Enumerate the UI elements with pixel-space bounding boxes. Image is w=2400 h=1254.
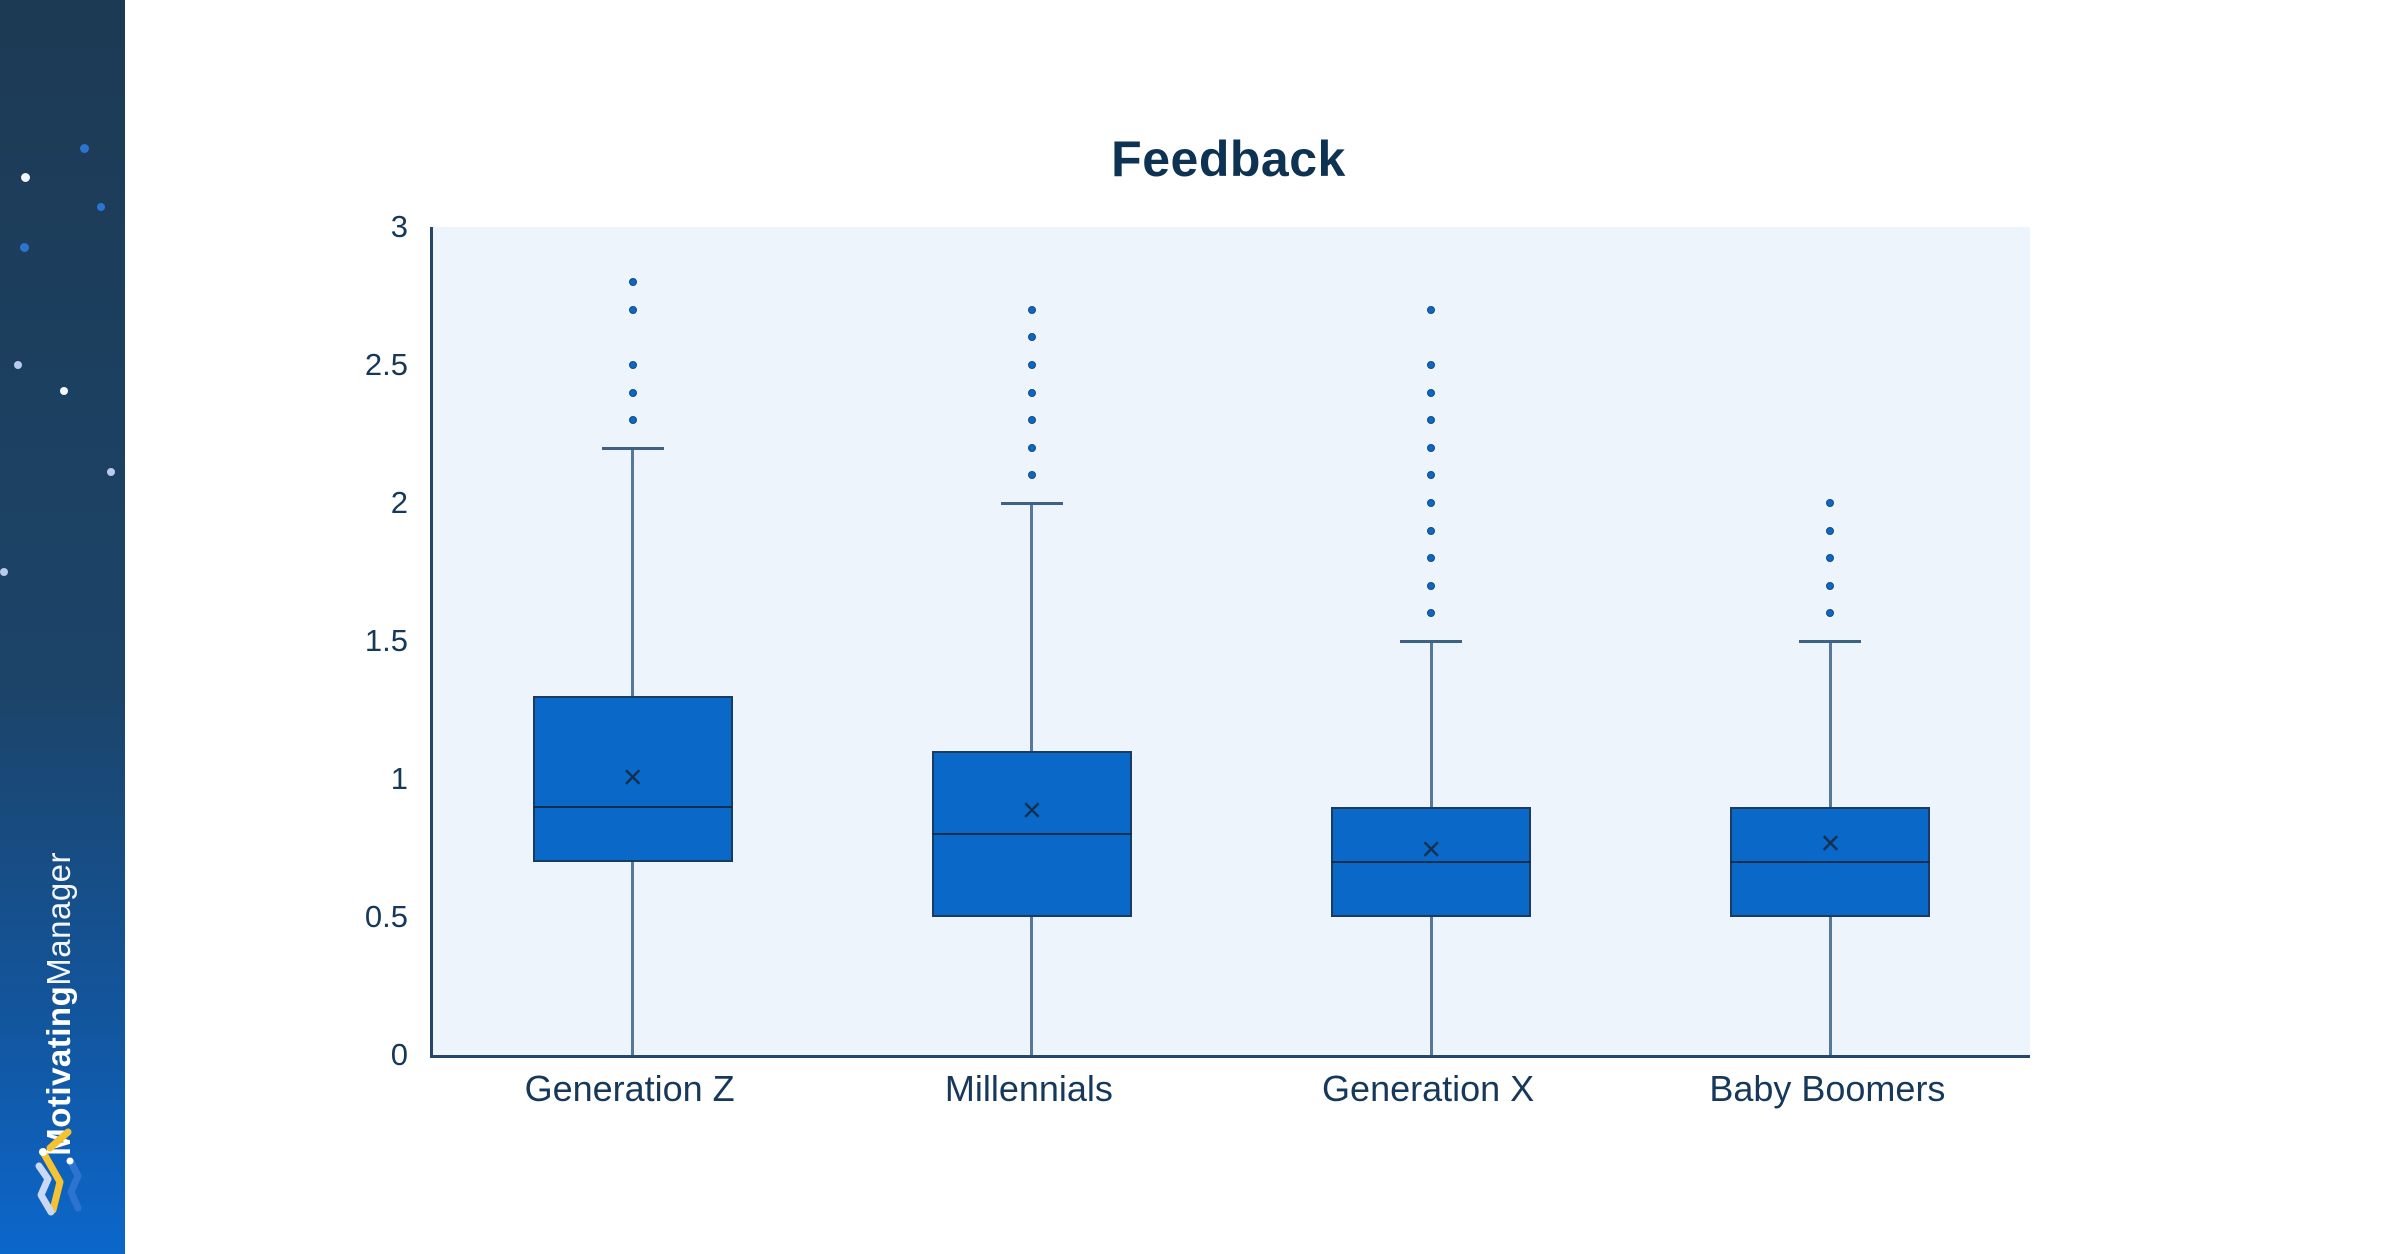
median-line xyxy=(1730,860,1931,863)
x-tick-label: Generation Z xyxy=(524,1068,735,1109)
outlier-dot xyxy=(1826,581,1835,590)
outlier-dot xyxy=(1427,305,1436,314)
outlier-dot xyxy=(628,388,637,397)
outlier-dot xyxy=(1427,361,1436,369)
logo-yellow-zigzag-stroke xyxy=(39,1148,64,1214)
outlier-dot xyxy=(1027,305,1036,314)
outlier-dot xyxy=(1427,388,1436,397)
x-axis-labels: Generation Z Millennials Generation X Baby … xyxy=(430,1068,2027,1128)
logo-blue-zigzag-stroke xyxy=(67,1158,82,1212)
outlier-dot xyxy=(1427,443,1436,452)
mean-marker: × xyxy=(1820,824,1841,863)
plot-area: × × × × xyxy=(430,227,2030,1058)
outlier-dot xyxy=(1427,581,1436,590)
y-tick-label: 1.5 xyxy=(364,623,408,658)
y-tick-label: 2.5 xyxy=(364,347,408,382)
box-rect xyxy=(532,696,733,862)
median-line xyxy=(931,833,1132,836)
brand-logo-icon xyxy=(35,1128,82,1216)
y-tick-label: 0 xyxy=(390,1037,408,1072)
x-tick-label: Baby Boomers xyxy=(1709,1068,1946,1109)
mean-marker: × xyxy=(622,758,643,797)
outlier-dot xyxy=(628,278,637,287)
outlier-dot xyxy=(1427,609,1436,618)
y-tick-label: 3 xyxy=(390,209,408,244)
y-tick-label: 0.5 xyxy=(364,899,408,934)
chart-title: Feedback xyxy=(1111,131,1346,187)
whisker-cap xyxy=(1799,640,1862,643)
outlier-dot xyxy=(1427,499,1436,507)
outlier-dot xyxy=(1427,526,1436,535)
sidebar-star-dot xyxy=(21,173,30,182)
mean-marker: × xyxy=(1021,791,1042,830)
logo-white-dot-2 xyxy=(66,1157,74,1165)
outlier-dot xyxy=(1027,416,1036,425)
logo-lavender-zigzag-stroke xyxy=(35,1162,55,1216)
sidebar-star-dot xyxy=(107,468,115,476)
median-line xyxy=(1331,860,1532,863)
outlier-dot xyxy=(1027,471,1036,480)
logo-yellow-upper-stroke xyxy=(46,1128,72,1152)
outlier-dot xyxy=(1427,554,1436,563)
outlier-dot xyxy=(1826,554,1835,563)
median-line xyxy=(532,805,733,808)
outlier-dot xyxy=(628,305,637,314)
outlier-dot xyxy=(1027,333,1036,342)
sidebar-star-dot xyxy=(0,568,8,576)
outlier-dot xyxy=(1427,471,1436,480)
outlier-dot xyxy=(1826,609,1835,618)
sidebar-star-dot xyxy=(20,243,29,252)
mean-marker: × xyxy=(1421,830,1442,869)
x-tick-label: Millennials xyxy=(944,1068,1113,1109)
outlier-dot xyxy=(1027,443,1036,452)
sidebar-star-dot xyxy=(60,387,68,395)
outlier-dot xyxy=(1826,526,1835,535)
whisker-cap xyxy=(1000,502,1063,505)
outlier-dot xyxy=(1427,416,1436,425)
whisker-cap xyxy=(1400,640,1463,643)
sidebar: MotivatingManager xyxy=(0,0,125,1254)
logo-white-dot-1 xyxy=(39,1148,47,1156)
y-tick-label: 2 xyxy=(390,485,408,520)
outlier-dot xyxy=(628,416,637,425)
sidebar-star-dot xyxy=(80,144,89,153)
sidebar-star-dot xyxy=(14,361,22,369)
outlier-dot xyxy=(1826,499,1835,507)
whisker-cap xyxy=(601,446,664,450)
x-tick-label: Generation X xyxy=(1322,1068,1535,1109)
outlier-dot xyxy=(1027,388,1036,397)
y-axis-labels: 3 2.5 2 1.5 1 0.5 0 xyxy=(0,209,408,1072)
y-tick-label: 1 xyxy=(390,761,408,796)
outlier-dot xyxy=(628,361,637,369)
outlier-dot xyxy=(1027,361,1036,369)
sidebar-star-dot xyxy=(97,203,105,211)
